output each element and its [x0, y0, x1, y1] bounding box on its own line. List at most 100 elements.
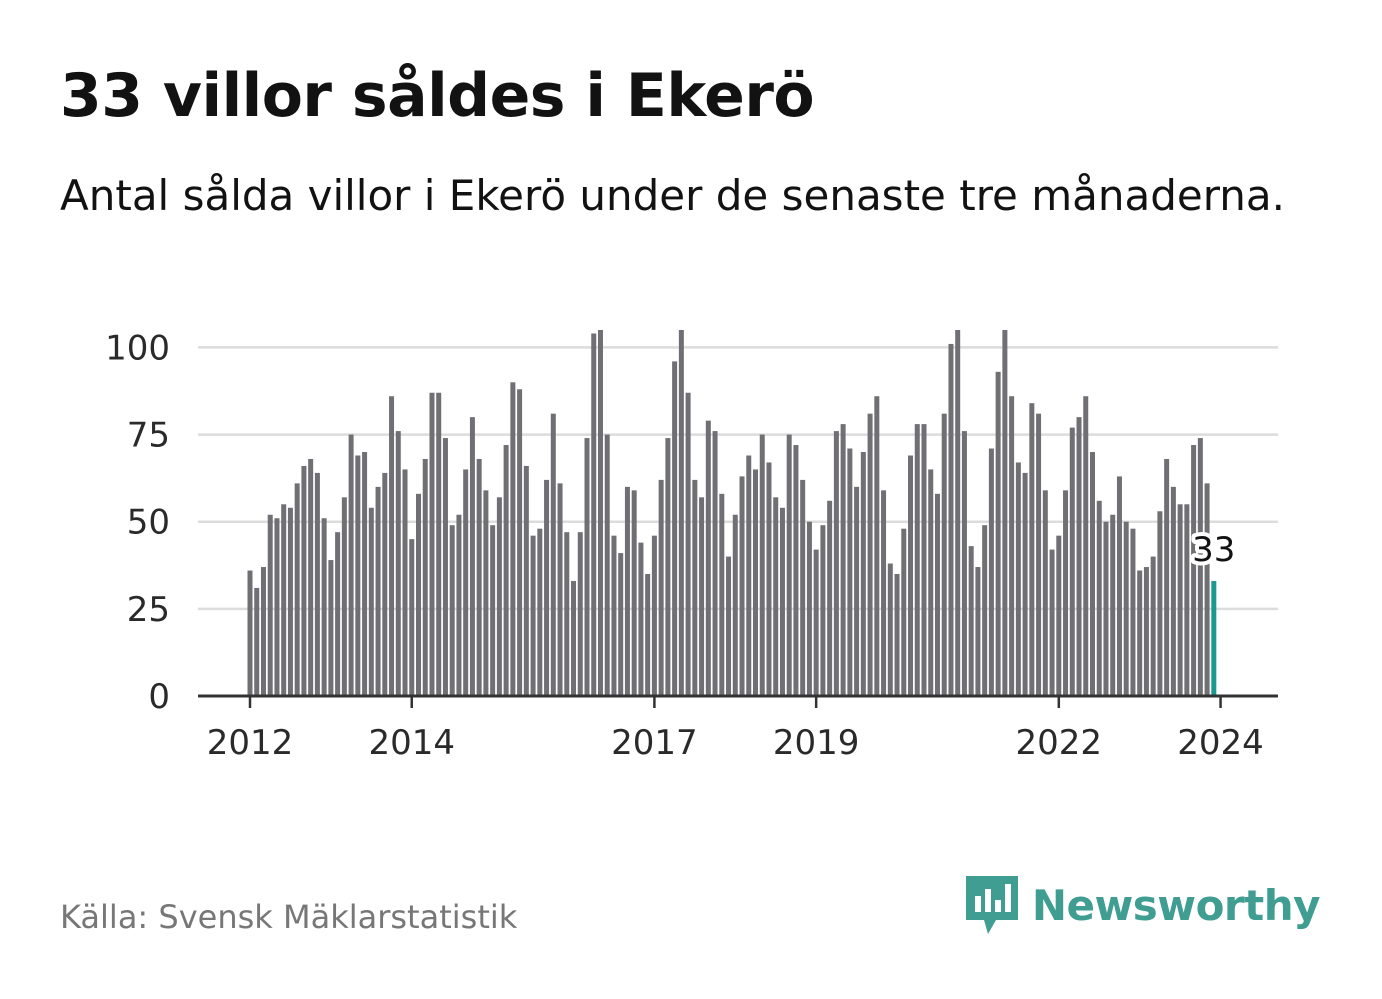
- bar: [759, 434, 765, 696]
- bar: [678, 330, 684, 696]
- bar: [941, 413, 947, 696]
- bar: [833, 431, 839, 696]
- bar: [1116, 476, 1122, 696]
- bar: [988, 448, 994, 696]
- bar: [793, 445, 799, 696]
- bar: [1157, 511, 1163, 696]
- bar: [436, 392, 442, 696]
- bar: [328, 560, 334, 696]
- x-tick-label: 2017: [611, 723, 698, 763]
- y-tick-label: 50: [127, 503, 170, 543]
- bar: [463, 469, 469, 696]
- bar: [1002, 330, 1008, 696]
- bar: [961, 431, 967, 696]
- bar: [496, 497, 502, 696]
- bar: [840, 424, 846, 696]
- bar: [1110, 514, 1116, 696]
- bar: [476, 458, 482, 696]
- bar: [719, 493, 725, 696]
- bar: [449, 525, 455, 696]
- bar: [894, 574, 900, 696]
- bar: [1204, 483, 1210, 696]
- bar: [1049, 549, 1055, 696]
- bar: [456, 514, 462, 696]
- bar: [712, 431, 718, 696]
- bar: [571, 580, 577, 696]
- bar: [847, 448, 853, 696]
- bar: [564, 532, 570, 696]
- bar: [813, 549, 819, 696]
- bar: [375, 486, 381, 696]
- bar: [672, 361, 678, 696]
- bar: [1177, 504, 1183, 696]
- bar: [665, 438, 671, 696]
- bar: [827, 500, 833, 696]
- bar: [429, 392, 435, 696]
- bar: [416, 493, 421, 696]
- bar: [685, 392, 691, 696]
- newsworthy-logo-icon: [965, 876, 1018, 934]
- y-tick-label: 0: [148, 677, 170, 717]
- bar: [483, 490, 489, 696]
- highlighted-bar: [1211, 580, 1217, 696]
- bar: [975, 567, 981, 696]
- bar: [530, 535, 536, 696]
- bar: [341, 497, 347, 696]
- highlight-value-label: 33: [1192, 530, 1235, 570]
- y-axis-ticks: 0 25 50 75 100: [105, 328, 170, 717]
- bar: [726, 556, 732, 696]
- bar: [854, 486, 860, 696]
- bar: [645, 574, 651, 696]
- bar: [544, 479, 550, 696]
- bar: [773, 497, 779, 696]
- y-tick-label: 100: [105, 328, 170, 368]
- bar-chart: 0 25 50 75 100 2012 2014 2017 2019 2022 2024 33: [105, 328, 1278, 763]
- bar: [597, 330, 603, 696]
- bar: [321, 518, 327, 696]
- bar: [348, 434, 354, 696]
- value-annotation: 33: [1188, 526, 1239, 574]
- bar: [402, 469, 408, 696]
- bar: [523, 465, 529, 696]
- chart-subtitle: Antal sålda villor i Ekerö under de sena…: [60, 171, 1285, 220]
- bar: [1029, 403, 1035, 696]
- x-tick-label: 2012: [207, 723, 294, 763]
- bar: [1143, 567, 1149, 696]
- x-tick-label: 2019: [773, 723, 860, 763]
- bar: [1090, 452, 1095, 696]
- bar: [1063, 490, 1069, 696]
- bar: [921, 424, 927, 696]
- bar: [1191, 445, 1197, 696]
- x-axis-ticks: 2012 2014 2017 2019 2022 2024: [207, 696, 1264, 763]
- bar: [739, 476, 745, 696]
- bar: [908, 455, 914, 696]
- bar: [1197, 438, 1203, 696]
- bar: [651, 535, 657, 696]
- bar: [1069, 427, 1075, 696]
- bar: [692, 479, 698, 696]
- bar: [469, 417, 475, 696]
- bar: [442, 438, 448, 696]
- bar: [934, 493, 940, 696]
- bar: [395, 431, 401, 696]
- x-tick-label: 2014: [368, 723, 455, 763]
- bar: [658, 479, 664, 696]
- bar: [1096, 500, 1102, 696]
- bar: [301, 465, 307, 696]
- bar: [618, 553, 624, 696]
- bar: [557, 483, 563, 696]
- bar: [308, 458, 314, 696]
- bar: [335, 532, 341, 696]
- bar: [955, 330, 961, 696]
- bar: [1184, 504, 1190, 696]
- bar: [1083, 396, 1089, 696]
- y-tick-label: 75: [127, 416, 170, 456]
- bar: [766, 462, 772, 696]
- bar: [786, 434, 792, 696]
- bar: [753, 469, 758, 696]
- bar: [914, 424, 920, 696]
- bar: [928, 469, 934, 696]
- bar: [705, 420, 711, 696]
- chart-title: 33 villor såldes i Ekerö: [60, 61, 815, 131]
- source-note: Källa: Svensk Mäklarstatistik: [60, 898, 518, 936]
